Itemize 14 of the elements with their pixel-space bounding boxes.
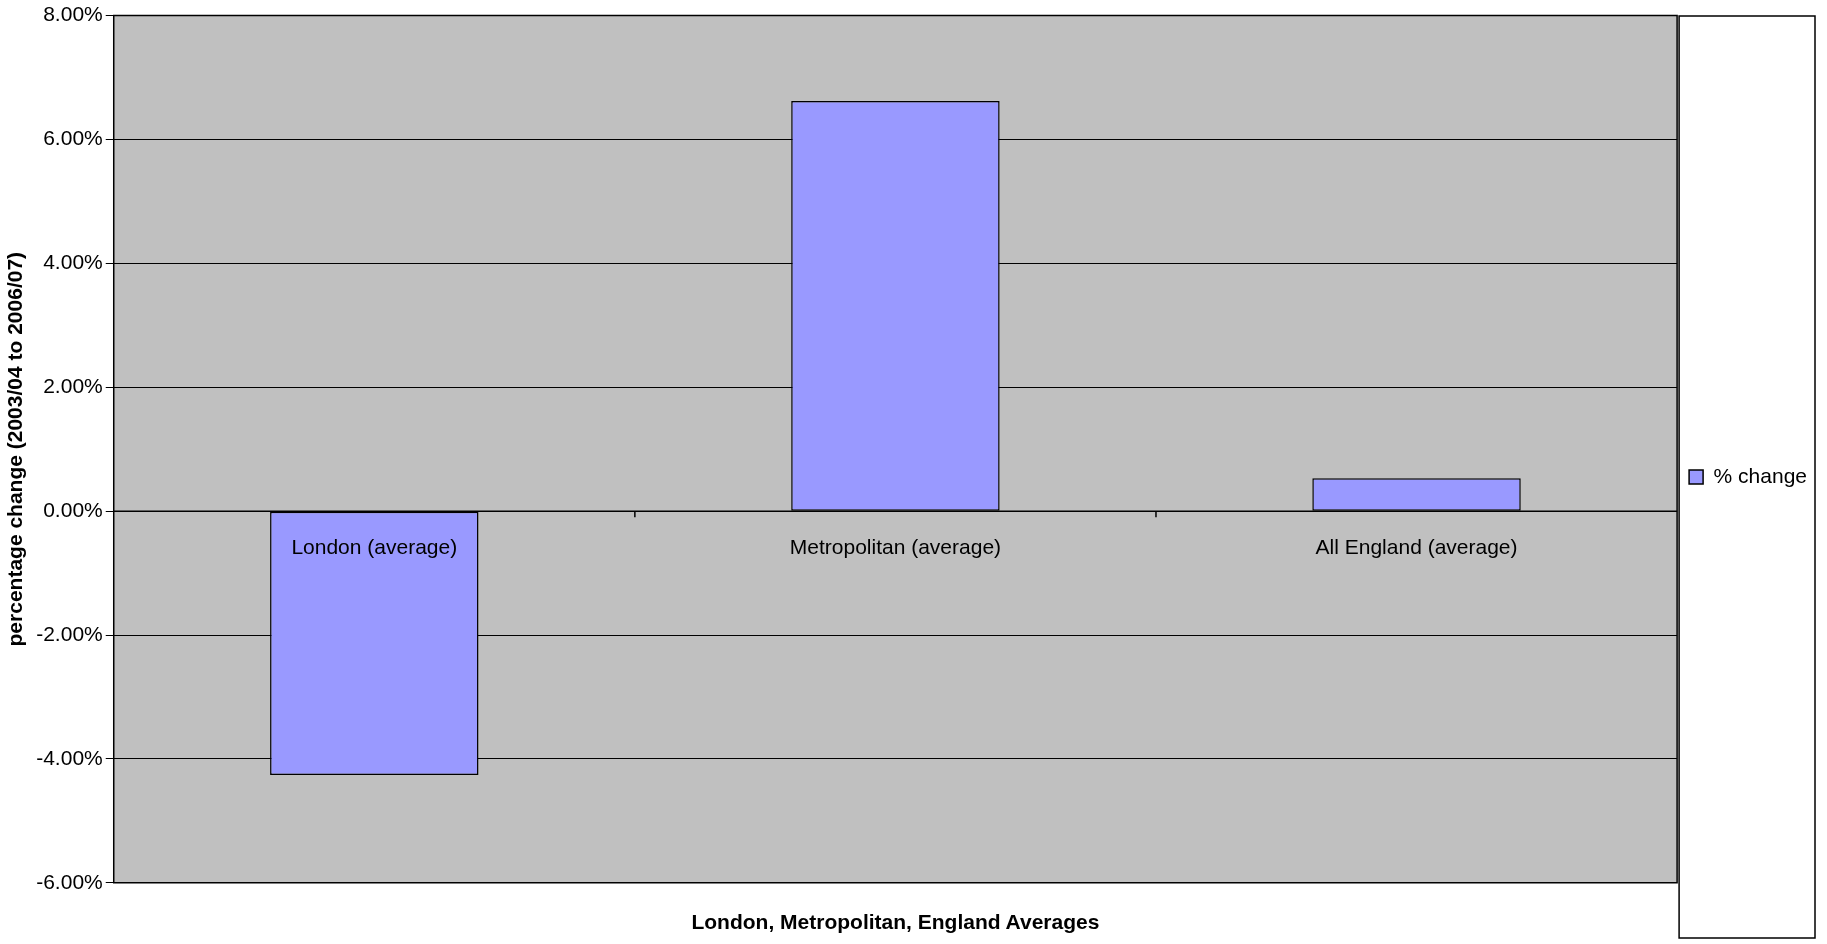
y-axis-title: percentage change (2003/04 to 2006/07): [3, 251, 27, 647]
y-tick-label: 8.00%: [43, 2, 103, 26]
y-tick-label: -2.00%: [36, 621, 103, 645]
legend-label: % change: [1713, 463, 1807, 487]
y-tick-label: 6.00%: [43, 126, 103, 150]
y-tick-label: 2.00%: [43, 374, 103, 398]
y-tick-label: -4.00%: [36, 745, 103, 769]
x-tick-label: London (average): [291, 534, 458, 558]
x-axis-title: London, Metropolitan, England Averages: [691, 910, 1100, 934]
x-tick-label: All England (average): [1315, 534, 1518, 558]
x-tick-label: Metropolitan (average): [789, 534, 1002, 558]
y-tick-label: 0.00%: [43, 497, 103, 521]
y-tick-label: -6.00%: [36, 869, 103, 893]
y-tick-label: 4.00%: [43, 250, 103, 274]
